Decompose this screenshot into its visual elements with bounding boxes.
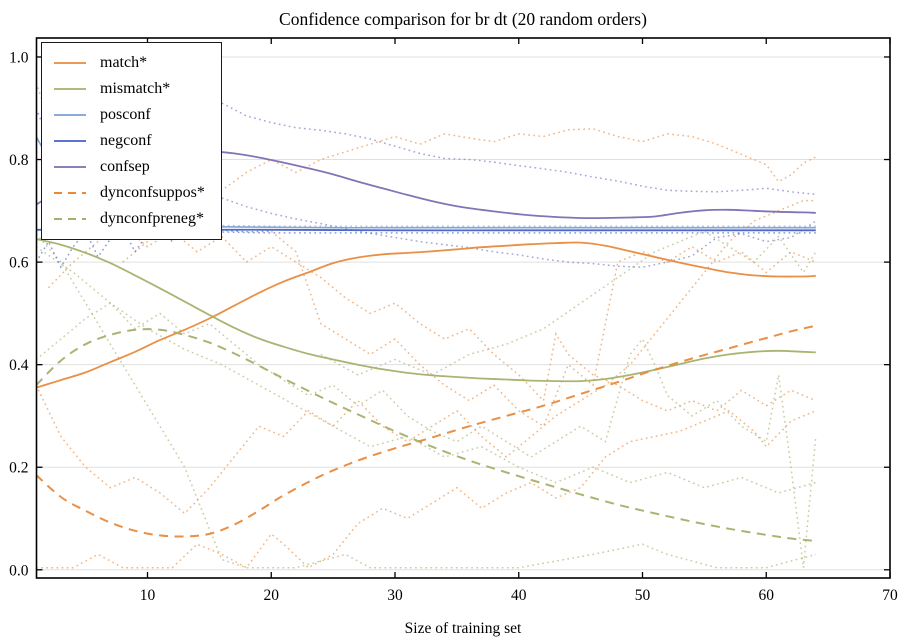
series-run-orange-5-line	[270, 230, 817, 428]
plot-frame	[35, 37, 891, 579]
series-run-olive-2-line	[36, 302, 817, 568]
x-tick-label: 50	[635, 587, 651, 604]
legend-entry-match: match*	[52, 50, 205, 76]
series-run-slate-1-line	[221, 102, 816, 196]
y-tick-label: 0.4	[9, 357, 29, 374]
series-run-slate-2-line	[221, 197, 817, 268]
legend-label: mismatch*	[100, 80, 171, 97]
x-axis-label: Size of training set	[405, 620, 522, 637]
legend-entry-dynconfsuppos: dynconfsuppos*	[52, 180, 205, 206]
legend-line-sample-posconf	[54, 114, 86, 116]
x-tick-label: 70	[882, 587, 898, 604]
series-run-orange-3-line	[36, 199, 816, 515]
legend-line-sample-dynconfpreneg	[54, 218, 86, 220]
legend-box: match* mismatch* posconf negconf confsep dync…	[41, 42, 222, 240]
legend-line-sample-negconf	[54, 140, 86, 142]
legend-entry-dynconfpreneg: dynconfpreneg*	[52, 206, 205, 232]
x-tick-label: 30	[387, 587, 403, 604]
y-tick-label: 0.0	[9, 562, 29, 579]
legend-entry-confsep: confsep	[52, 154, 205, 180]
y-tick-label: 0.6	[9, 255, 29, 272]
legend-entry-mismatch: mismatch*	[52, 76, 205, 102]
series-run-olive-3-line	[36, 246, 817, 494]
chart-title: Confidence comparison for br dt (20 rand…	[279, 9, 647, 29]
series-mismatch-line	[36, 238, 816, 383]
y-tick-label: 0.8	[9, 152, 29, 169]
legend-entry-posconf: posconf	[52, 102, 205, 128]
axes-frame	[35, 37, 891, 579]
legend-label: dynconfsuppos*	[100, 184, 205, 201]
y-tick-label: 0.2	[9, 460, 28, 477]
legend-line-sample-match	[54, 62, 86, 64]
series-run-orange-4-line	[47, 225, 817, 412]
x-tick-label: 40	[511, 587, 527, 604]
legend-line-sample-dynconfsuppos	[54, 192, 86, 194]
axis-ticks: 10 20 30 40 50 60 70 0.0 0.2 0.4 0.6 0.8 1.0	[9, 38, 898, 604]
y-tick-label: 1.0	[9, 49, 29, 66]
x-tick-label: 20	[264, 587, 280, 604]
legend-line-sample-mismatch	[54, 88, 86, 90]
legend-label: posconf	[100, 106, 151, 123]
series-dynconfsuppos-line	[36, 324, 817, 538]
x-tick-label: 10	[140, 587, 156, 604]
legend-label: confsep	[100, 158, 150, 175]
legend-label: negconf	[100, 132, 152, 149]
x-tick-label: 60	[759, 587, 775, 604]
series-run-orange-2-line	[36, 409, 817, 569]
series-dynconfpreneg-line	[36, 328, 816, 543]
legend-label: match*	[100, 54, 148, 71]
legend-entry-negconf: negconf	[52, 128, 205, 154]
legend-label: dynconfpreneg*	[100, 210, 204, 227]
legend-line-sample-confsep	[54, 166, 86, 168]
series-match-line	[36, 241, 816, 389]
series-run-orange-1-line	[122, 128, 817, 263]
